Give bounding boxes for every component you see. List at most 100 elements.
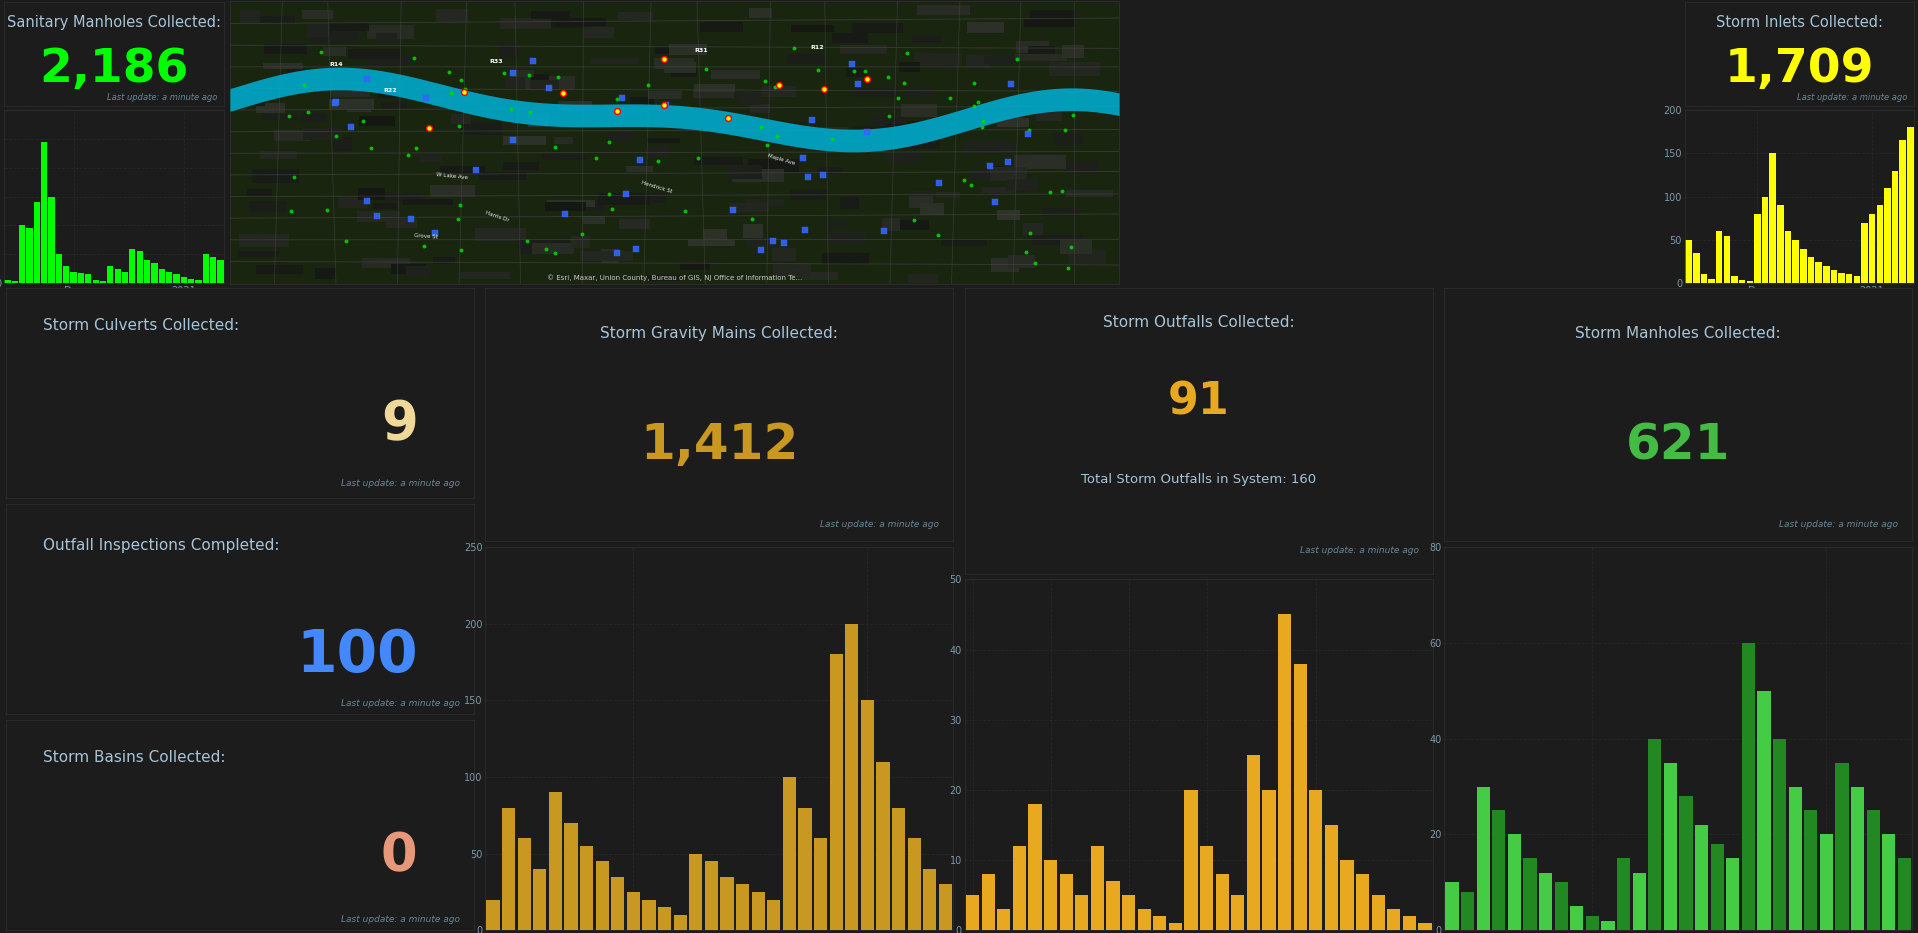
Bar <box>654 47 696 54</box>
Text: Last update: a minute ago: Last update: a minute ago <box>341 915 460 924</box>
Bar <box>667 118 700 125</box>
Bar <box>746 200 784 206</box>
Bar <box>180 277 186 283</box>
Bar <box>368 55 410 65</box>
Bar <box>1696 825 1709 930</box>
Point <box>549 86 579 101</box>
Bar <box>249 201 286 212</box>
Bar <box>608 194 639 205</box>
Bar <box>518 838 531 930</box>
Bar <box>247 16 295 23</box>
Bar <box>372 202 397 209</box>
Bar <box>664 63 696 74</box>
Bar <box>1571 906 1584 930</box>
Point <box>593 134 623 149</box>
Point <box>539 245 570 260</box>
Point <box>746 243 777 258</box>
Bar <box>700 21 742 33</box>
Bar <box>737 884 750 930</box>
Bar <box>1711 844 1724 930</box>
Text: Last update: a minute ago: Last update: a minute ago <box>107 309 217 318</box>
Bar <box>1055 132 1084 146</box>
Bar <box>1876 205 1883 283</box>
Point <box>451 82 481 97</box>
Bar <box>959 110 988 117</box>
Point <box>621 242 652 257</box>
Bar <box>92 280 98 283</box>
Bar <box>403 200 453 205</box>
Bar <box>541 104 581 114</box>
Point <box>581 150 612 165</box>
Bar <box>405 266 430 277</box>
Bar <box>1845 274 1853 283</box>
Bar <box>827 232 865 243</box>
Bar <box>1883 188 1891 283</box>
Point <box>817 131 848 146</box>
Bar <box>596 861 608 930</box>
Point <box>750 74 781 89</box>
Point <box>763 77 794 92</box>
Text: 1,709: 1,709 <box>1724 48 1874 92</box>
Bar <box>658 907 671 930</box>
Bar <box>917 5 971 15</box>
Bar <box>533 244 573 254</box>
Text: Outfall Inspections Completed:: Outfall Inspections Completed: <box>44 538 280 553</box>
Bar <box>330 84 370 97</box>
Bar <box>1770 153 1776 283</box>
Bar <box>1586 916 1600 930</box>
Bar <box>748 159 800 172</box>
Bar <box>997 118 1030 127</box>
Bar <box>1853 276 1860 283</box>
Point <box>550 206 581 221</box>
Point <box>643 154 673 169</box>
Bar <box>832 33 869 43</box>
Text: 2,186: 2,186 <box>38 48 188 92</box>
Text: Storm Culverts Collected:: Storm Culverts Collected: <box>44 318 240 333</box>
Bar <box>1732 276 1738 283</box>
Bar <box>554 137 573 145</box>
Point <box>410 91 441 105</box>
Text: Hendrick St: Hendrick St <box>641 180 673 194</box>
Text: R12: R12 <box>809 45 823 50</box>
Point <box>873 70 903 85</box>
Bar <box>913 53 963 66</box>
Bar <box>240 234 290 247</box>
Bar <box>913 190 934 202</box>
Bar <box>1726 858 1740 930</box>
Bar <box>430 186 474 197</box>
Point <box>1018 256 1049 271</box>
Bar <box>1860 223 1868 283</box>
Point <box>959 76 990 91</box>
Point <box>1013 123 1043 138</box>
Bar <box>909 196 932 208</box>
Bar <box>882 218 900 230</box>
Bar <box>1648 739 1661 930</box>
Bar <box>598 193 650 205</box>
Point <box>1034 185 1064 200</box>
Bar <box>648 91 681 99</box>
Point <box>923 175 953 190</box>
Point <box>648 98 679 113</box>
Bar <box>460 272 510 279</box>
Bar <box>382 102 407 108</box>
Bar <box>1216 874 1229 930</box>
Bar <box>541 154 585 160</box>
Bar <box>347 49 401 60</box>
Bar <box>1805 811 1818 930</box>
Bar <box>503 808 516 930</box>
Point <box>792 170 823 185</box>
Point <box>934 91 965 105</box>
Bar <box>1772 739 1786 930</box>
Bar <box>729 165 761 178</box>
Bar <box>48 197 56 283</box>
Bar <box>315 268 336 279</box>
Bar <box>359 211 382 218</box>
Point <box>596 202 627 216</box>
Point <box>443 118 474 133</box>
Text: Storm Outfalls Collected:: Storm Outfalls Collected: <box>1103 314 1295 329</box>
Bar <box>830 654 842 930</box>
Bar <box>997 210 1020 219</box>
Text: 1,412: 1,412 <box>641 421 798 469</box>
Text: R22: R22 <box>384 88 397 92</box>
Bar <box>238 251 278 257</box>
